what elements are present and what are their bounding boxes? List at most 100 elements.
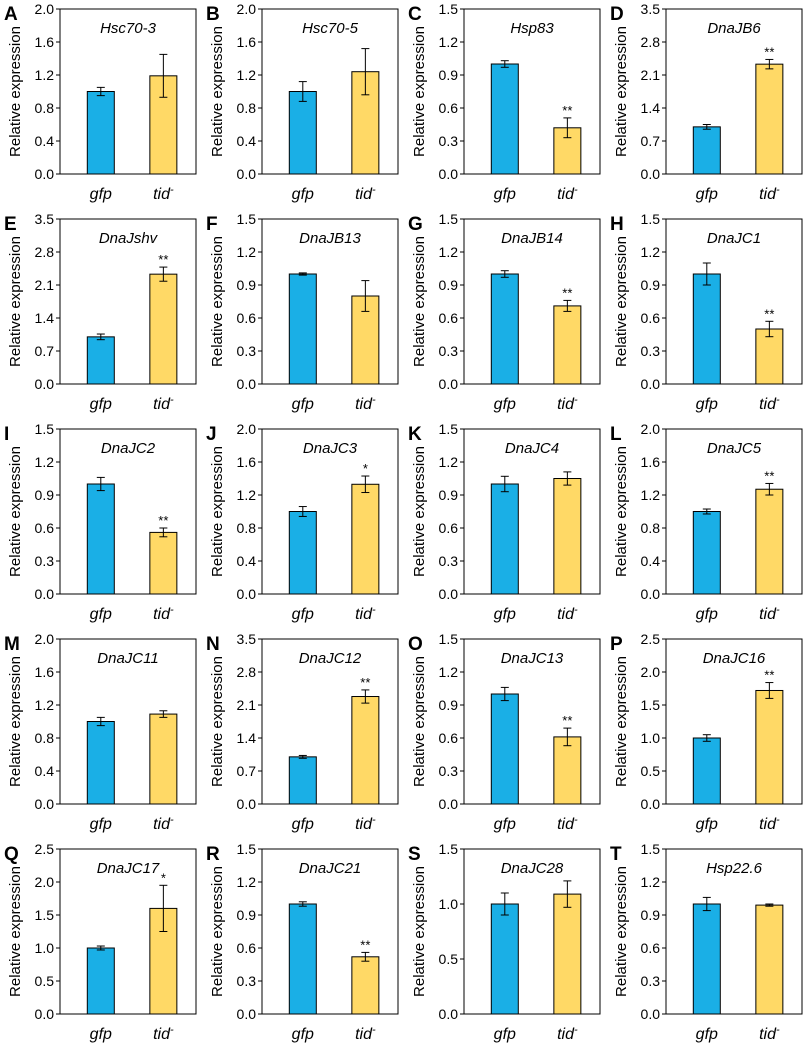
error-bar [96, 476, 105, 492]
x-category-label: tid- [153, 814, 174, 833]
bar-gfp [490, 693, 519, 805]
y-tick-label: 0.0 [439, 166, 459, 182]
x-category-label: tid- [759, 1024, 780, 1043]
y-tick-label: 0.0 [35, 166, 55, 182]
bar-gfp [86, 721, 115, 805]
plot-frame [261, 428, 399, 595]
panel-letter: D [610, 4, 624, 25]
x-category-label: gfp [696, 816, 718, 833]
error-bar [298, 754, 307, 759]
y-tick-label: 1.5 [35, 907, 55, 923]
plot-frame [59, 848, 197, 1015]
y-axis-label: Relative expression [209, 26, 226, 157]
y-tick-label: 0.9 [439, 277, 459, 293]
panel-R: R 0.0 0.3 0.6 0.9 1.2 1.5 Relative expression Dn… [206, 841, 399, 1043]
panel-letter: B [206, 4, 220, 25]
y-tick-label: 1.2 [641, 244, 661, 260]
panel-Q: Q 0.0 0.5 1.0 1.5 2.0 2.5 Relative expression Dn… [4, 841, 197, 1043]
y-tick-label: 0.0 [439, 1006, 459, 1022]
panel-letter: Q [4, 844, 19, 865]
plot-frame [59, 428, 197, 595]
y-tick-label: 1.2 [439, 664, 459, 680]
significance-marker: ** [158, 252, 168, 267]
plot-frame [463, 8, 601, 175]
y-tick-label: 1.0 [35, 940, 55, 956]
x-category-label: gfp [696, 396, 718, 413]
y-tick-label: 1.2 [641, 487, 661, 503]
panel-T: T 0.0 0.3 0.6 0.9 1.2 1.5 Relative expression Hs… [610, 841, 803, 1043]
bar-tid [553, 305, 582, 385]
gene-title: DnaJC5 [707, 440, 762, 457]
gene-title: DnaJB13 [299, 230, 361, 247]
x-category-label: tid- [355, 184, 376, 203]
gene-title: DnaJC17 [97, 860, 160, 877]
x-category-label: tid- [153, 184, 174, 203]
x-category-label: tid- [355, 1024, 376, 1043]
x-category-label: gfp [90, 186, 112, 203]
bar-tid [351, 956, 380, 1015]
y-tick-label: 1.4 [237, 730, 257, 746]
panel-N: N 0.0 0.7 1.4 2.1 2.8 3.5 Relative expression Dn… [206, 631, 399, 833]
panel-letter: O [408, 634, 423, 655]
y-tick-label: 0.4 [35, 763, 55, 779]
y-tick-label: 1.6 [237, 454, 257, 470]
panel-F: F 0.0 0.3 0.6 0.9 1.2 1.5 Relative expression Dn… [206, 211, 399, 413]
plot-frame [59, 8, 197, 175]
y-tick-label: 0.3 [237, 973, 257, 989]
plot-frame [59, 638, 197, 805]
error-bar [500, 892, 509, 916]
y-tick-label: 1.2 [35, 454, 55, 470]
y-tick-label: 2.1 [237, 697, 257, 713]
panel-J: J 0.0 0.4 0.8 1.2 1.6 2.0 Relative expression Dn… [206, 421, 399, 623]
significance-marker: ** [764, 44, 774, 59]
x-category-label: tid- [557, 814, 578, 833]
panel-O: O 0.0 0.3 0.6 0.9 1.2 1.5 Relative expression Dn… [408, 631, 601, 833]
error-bar [96, 86, 105, 97]
panel-B: B 0.0 0.4 0.8 1.2 1.6 2.0 Relative expression Hs… [206, 1, 399, 203]
x-category-label: gfp [90, 606, 112, 623]
y-tick-label: 0.0 [237, 166, 257, 182]
error-bar [702, 734, 711, 742]
y-axis-label: Relative expression [613, 446, 630, 577]
y-tick-label: 0.0 [641, 586, 661, 602]
error-bar [702, 262, 711, 286]
y-tick-label: 2.5 [641, 631, 661, 647]
x-category-label: tid- [355, 394, 376, 413]
y-tick-label: 0.0 [35, 1006, 55, 1022]
y-tick-label: 2.0 [35, 874, 55, 890]
y-tick-label: 1.2 [237, 487, 257, 503]
x-category-label: tid- [355, 814, 376, 833]
error-bar [500, 60, 509, 68]
y-tick-label: 0.9 [237, 277, 257, 293]
error-bar [765, 58, 774, 70]
error-bar [765, 682, 774, 699]
y-tick-label: 1.4 [641, 100, 661, 116]
y-tick-label: 0.3 [439, 763, 459, 779]
panel-letter: M [4, 634, 20, 655]
x-category-label: gfp [292, 816, 314, 833]
panel-letter: F [206, 214, 218, 235]
y-tick-label: 1.2 [439, 34, 459, 50]
y-tick-label: 0.5 [439, 951, 459, 967]
x-category-label: gfp [292, 396, 314, 413]
error-bar [361, 689, 370, 704]
y-tick-label: 3.5 [237, 631, 257, 647]
panel-S: S 0.0 0.5 1.0 1.5 Relative expression DnaJC28 g… [408, 841, 601, 1043]
error-bar [765, 320, 774, 338]
y-tick-label: 2.0 [641, 421, 661, 437]
y-tick-label: 0.0 [35, 376, 55, 392]
panel-letter: P [610, 634, 623, 655]
panel-letter: S [408, 844, 421, 865]
gene-title: DnaJC11 [97, 650, 158, 667]
significance-marker: * [363, 461, 368, 476]
y-tick-label: 1.5 [237, 211, 257, 227]
plot-frame [665, 428, 803, 595]
x-category-label: gfp [494, 816, 516, 833]
y-tick-label: 1.6 [35, 34, 55, 50]
panel-letter: T [610, 844, 622, 865]
significance-marker: ** [764, 668, 774, 683]
panel-L: L 0.0 0.4 0.8 1.2 1.6 2.0 Relative expression Dn… [610, 421, 803, 623]
gene-title: Hsc70-3 [100, 20, 157, 37]
y-tick-label: 0.0 [641, 796, 661, 812]
bar-tid [553, 893, 582, 1015]
